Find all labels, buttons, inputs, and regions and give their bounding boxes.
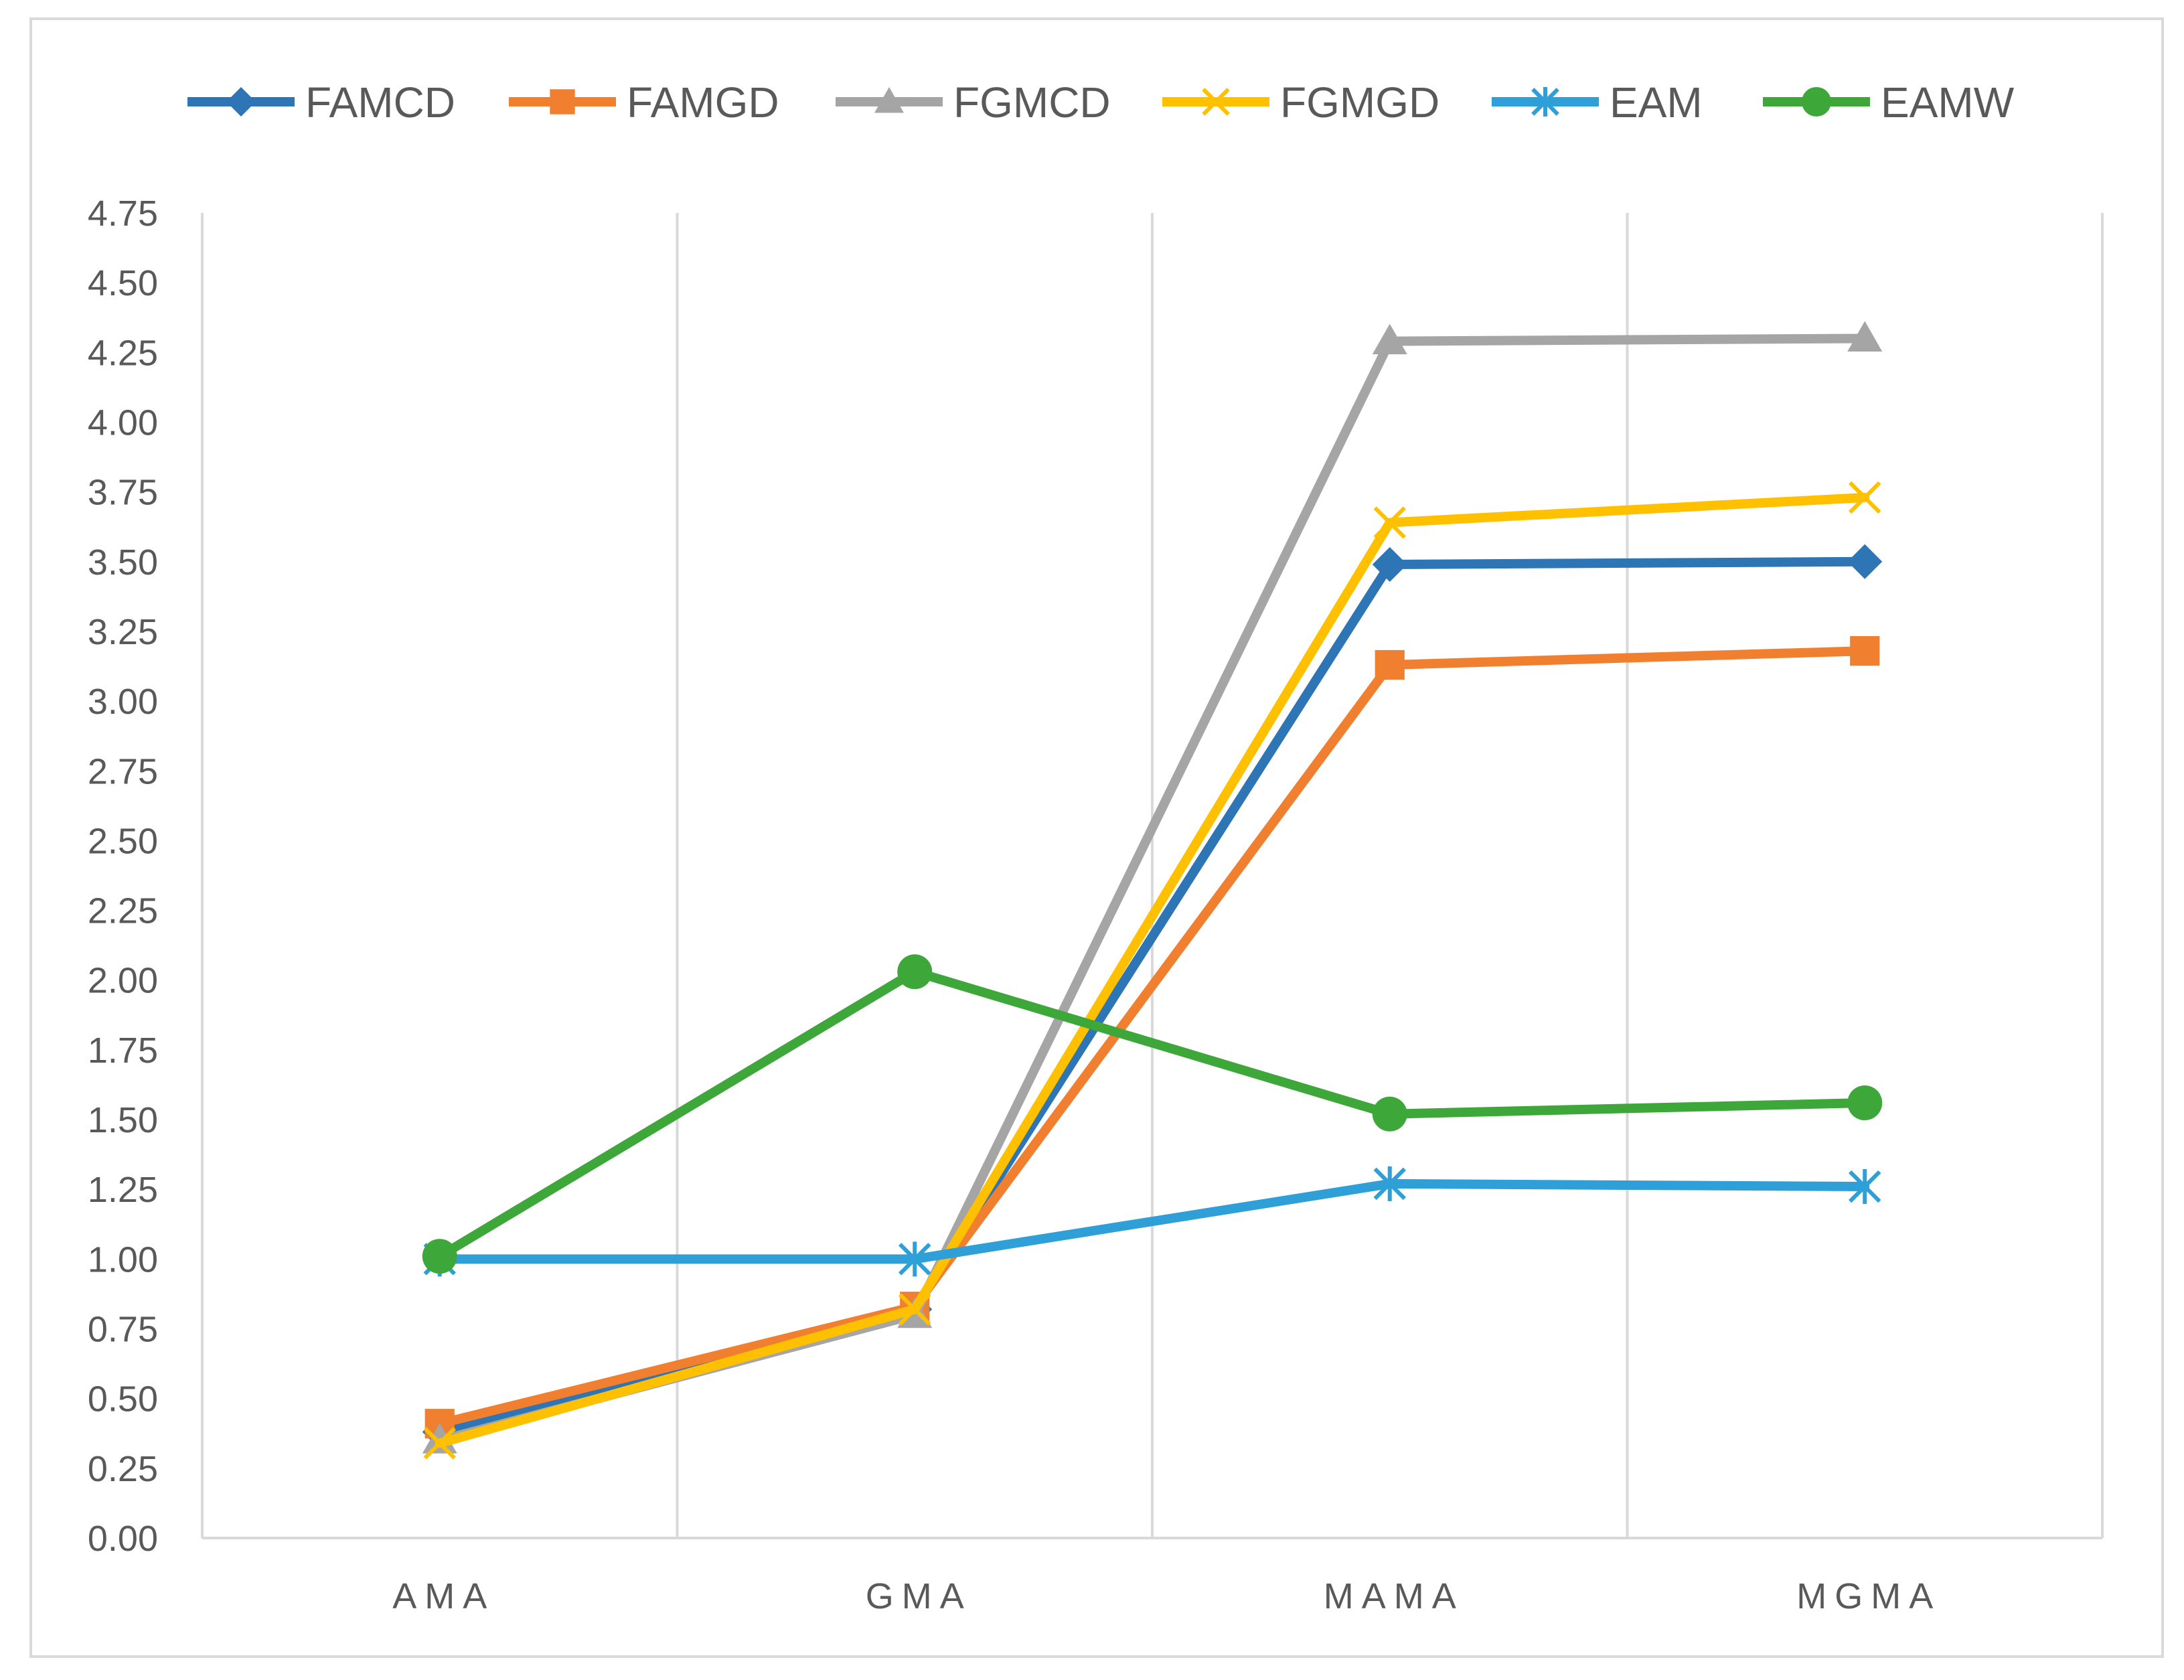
data-point bbox=[1850, 636, 1880, 666]
legend-marker-icon bbox=[874, 87, 904, 113]
axes: 0.00 0.25 0.50 0.75 1.00 1.25 1.50 1.75 2.00 2.25… bbox=[88, 194, 2102, 1616]
y-tick-label: 1.50 bbox=[88, 1100, 158, 1140]
y-tick-label: 0.25 bbox=[88, 1449, 158, 1489]
legend-label: FGMGD bbox=[1280, 78, 1439, 127]
legend-marker-icon bbox=[226, 87, 256, 117]
series-line bbox=[435, 556, 1870, 1437]
legend-item-eamw: EAMW bbox=[1763, 78, 2015, 127]
y-tick-label: 1.00 bbox=[88, 1239, 158, 1280]
data-point bbox=[423, 1427, 456, 1460]
series-lines bbox=[422, 321, 1883, 1460]
series-fgmgd bbox=[423, 481, 1881, 1460]
data-point bbox=[1849, 481, 1881, 514]
legend-label: FAMCD bbox=[305, 78, 455, 127]
x-tick-label: AMA bbox=[392, 1576, 495, 1616]
y-tick-label: 1.25 bbox=[88, 1170, 158, 1210]
legend-item-fgmcd: FGMCD bbox=[836, 78, 1111, 127]
legend-label: FGMCD bbox=[953, 78, 1111, 127]
legend-label: EAMW bbox=[1881, 78, 2015, 127]
x-tick-label: GMA bbox=[866, 1576, 972, 1616]
y-tick-label: 4.25 bbox=[88, 333, 158, 373]
series-line bbox=[435, 967, 1870, 1262]
y-tick-label: 3.25 bbox=[88, 612, 158, 652]
y-tick-label: 4.00 bbox=[88, 402, 158, 443]
legend-item-fgmgd: FGMGD bbox=[1162, 78, 1439, 127]
data-point bbox=[899, 1293, 931, 1326]
data-point bbox=[1372, 546, 1407, 582]
legend-marker-icon bbox=[1531, 87, 1559, 117]
x-tick-label: MAMA bbox=[1324, 1576, 1464, 1616]
legend-marker-icon bbox=[1202, 88, 1230, 116]
y-tick-label: 4.50 bbox=[88, 263, 158, 303]
legend-item-famgd: FAMGD bbox=[509, 78, 779, 127]
legend-label: EAM bbox=[1610, 78, 1703, 127]
y-tick-label: 2.25 bbox=[88, 891, 158, 931]
data-point bbox=[1373, 1166, 1406, 1201]
series-eamw bbox=[422, 954, 1883, 1274]
data-point bbox=[1372, 323, 1407, 355]
x-tick-label: MGMA bbox=[1796, 1576, 1941, 1616]
data-point bbox=[422, 1423, 457, 1454]
data-point bbox=[1847, 544, 1883, 579]
y-tick-label: 2.75 bbox=[88, 751, 158, 791]
y-tick-label: 2.00 bbox=[88, 961, 158, 1001]
y-tick-label: 3.00 bbox=[88, 682, 158, 722]
y-tick-label: 2.50 bbox=[88, 821, 158, 861]
series-line bbox=[435, 492, 1870, 1448]
series-line bbox=[435, 646, 1870, 1429]
data-point bbox=[1847, 1085, 1883, 1121]
chart-border bbox=[29, 17, 2164, 1658]
y-tick-label: 3.50 bbox=[88, 542, 158, 583]
y-tick-label: 0.50 bbox=[88, 1379, 158, 1420]
y-tick-label: 3.75 bbox=[88, 473, 158, 513]
series-line bbox=[435, 1178, 1870, 1264]
y-tick-label: 0.00 bbox=[88, 1519, 158, 1559]
data-point bbox=[1849, 1169, 1881, 1205]
data-point bbox=[899, 1241, 931, 1277]
legend-item-famcd: FAMCD bbox=[187, 78, 455, 127]
data-point bbox=[1375, 650, 1405, 680]
data-point bbox=[1847, 321, 1883, 352]
gridlines bbox=[201, 213, 2104, 1538]
legend-label: FAMGD bbox=[627, 78, 779, 127]
y-tick-label: 0.75 bbox=[88, 1310, 158, 1350]
y-tick-label: 1.75 bbox=[88, 1030, 158, 1071]
data-point bbox=[897, 954, 933, 990]
legend-marker-icon bbox=[1802, 87, 1831, 117]
data-point bbox=[422, 1239, 457, 1274]
legend: FAMCD FAMGD FGMCD FGMGD EAM EAMW bbox=[187, 78, 2015, 127]
data-point bbox=[1373, 506, 1406, 539]
data-point bbox=[1372, 1096, 1407, 1132]
legend-item-eam: EAM bbox=[1492, 78, 1703, 127]
y-tick-label: 4.75 bbox=[88, 194, 158, 234]
legend-marker-icon bbox=[550, 89, 575, 114]
